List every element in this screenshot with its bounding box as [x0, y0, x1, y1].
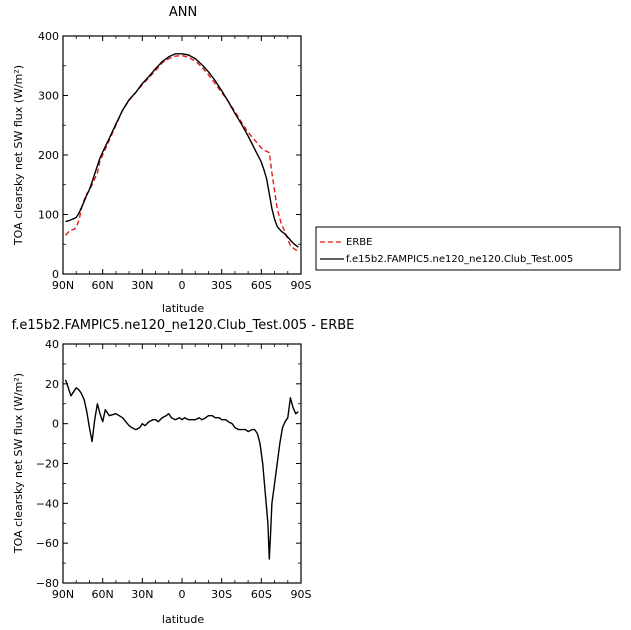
x-tick-label: 60S: [251, 279, 272, 292]
x-tick-label: 60S: [251, 588, 272, 601]
top-panel-frame: [62, 35, 302, 275]
top-panel-ticks: 90N 60N 30N 0 30S 60S 90S 0 100 200 300 400: [38, 30, 312, 292]
bottom-panel-frame: [62, 343, 302, 584]
x-tick-label: 60N: [92, 279, 114, 292]
x-tick-label: 60N: [92, 588, 114, 601]
y-tick-label: 300: [38, 90, 59, 103]
x-tick-label: 30S: [211, 588, 232, 601]
y-tick-label: 40: [45, 338, 59, 351]
series-line-0: [64, 379, 299, 560]
bottom-panel-xlabel: latitude: [162, 613, 204, 626]
bottom-panel-ylabel: TOA clearsky net SW flux (W/m²): [12, 373, 25, 554]
y-tick-label: 0: [52, 268, 59, 281]
top-panel-ylabel: TOA clearsky net SW flux (W/m²): [12, 65, 25, 246]
y-tick-label: −20: [36, 458, 59, 471]
top-panel-lines: [65, 53, 299, 253]
series-line-1: [65, 53, 299, 248]
legend-label-erbe: ERBE: [346, 237, 372, 248]
x-tick-label: 90N: [52, 588, 74, 601]
top-panel: ANN latitude TOA clearsky net SW flux (W…: [12, 5, 312, 315]
bottom-panel-ticks: 90N 60N 30N 0 30S 60S 90S −80 −60 −40 −20 0 20 40: [36, 338, 312, 601]
y-tick-label: −60: [36, 537, 59, 550]
y-tick-label: 0: [52, 418, 59, 431]
top-panel-title: ANN: [169, 5, 197, 20]
x-tick-label: 90N: [52, 279, 74, 292]
x-tick-label: 30N: [131, 279, 153, 292]
y-tick-label: 400: [38, 30, 59, 43]
y-tick-label: 20: [45, 378, 59, 391]
y-tick-label: −40: [36, 497, 59, 510]
bottom-panel-lines: [64, 379, 299, 560]
x-tick-label: 0: [179, 279, 186, 292]
bottom-panel-title: f.e15b2.FAMPIC5.ne120_ne120.Club_Test.00…: [12, 318, 355, 333]
series-line-0: [65, 54, 299, 253]
legend-label-model: f.e15b2.FAMPIC5.ne120_ne120.Club_Test.00…: [346, 254, 573, 265]
x-tick-label: 90S: [291, 279, 312, 292]
x-tick-label: 90S: [291, 588, 312, 601]
x-tick-label: 30N: [131, 588, 153, 601]
y-tick-label: 100: [38, 209, 59, 222]
y-tick-label: −80: [36, 577, 59, 590]
y-tick-label: 200: [38, 149, 59, 162]
legend-box: [315, 226, 621, 271]
legend: ERBE f.e15b2.FAMPIC5.ne120_ne120.Club_Te…: [315, 226, 621, 271]
bottom-panel: f.e15b2.FAMPIC5.ne120_ne120.Club_Test.00…: [12, 318, 355, 626]
x-tick-label: 30S: [211, 279, 232, 292]
x-tick-label: 0: [179, 588, 186, 601]
top-panel-xlabel: latitude: [162, 302, 204, 315]
